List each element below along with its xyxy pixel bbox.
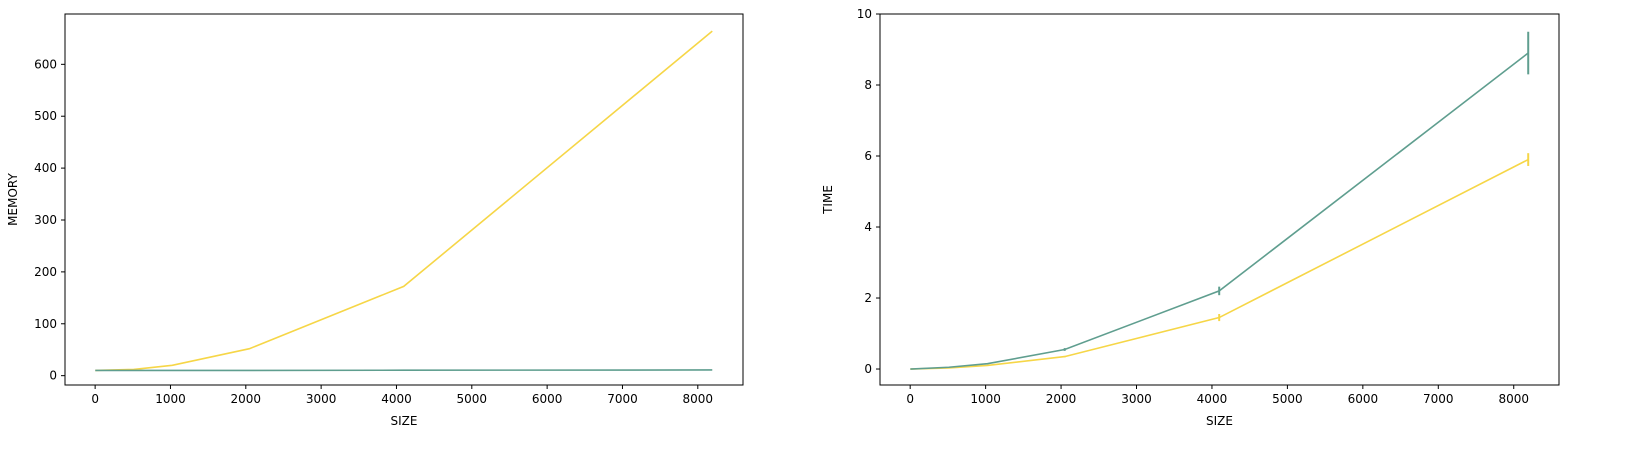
x-tick-label: 8000 — [683, 392, 714, 406]
chart-1: 0 1000 2000 3000 4000 5000 6000 7000 8000 0 100 200… — [6, 13, 744, 428]
x-tick-label: 2000 — [1046, 392, 1077, 406]
y-tick-label: 200 — [34, 265, 57, 279]
y-axis-label: TIME — [821, 185, 835, 215]
y-tick-label: 500 — [34, 109, 57, 123]
y-tick-label: 600 — [34, 57, 57, 71]
x-tick-label: 1000 — [970, 392, 1001, 406]
x-tick-label: 8000 — [1498, 392, 1529, 406]
x-tick-label: 5000 — [1272, 392, 1303, 406]
plot-frame — [64, 13, 744, 386]
y-tick-label: 4 — [864, 220, 872, 234]
y-tick-label: 10 — [857, 7, 872, 21]
x-axis-label: SIZE — [391, 414, 418, 428]
x-tick-label: 5000 — [457, 392, 488, 406]
x-tick-label: 4000 — [1197, 392, 1228, 406]
series-line-2 — [910, 52, 1529, 370]
x-tick-label: 4000 — [381, 392, 412, 406]
y-tick-label: 8 — [864, 78, 872, 92]
x-tick-label: 0 — [91, 392, 99, 406]
x-tick-label: 3000 — [1121, 392, 1152, 406]
x-tick-label: 7000 — [1423, 392, 1454, 406]
y-tick-label: 0 — [864, 362, 872, 376]
x-tick-label: 2000 — [231, 392, 262, 406]
y-tick-label: 2 — [864, 291, 872, 305]
x-axis-label: SIZE — [1206, 414, 1233, 428]
series-line-1 — [95, 30, 713, 372]
y-axis-label: MEMORY — [6, 173, 20, 226]
chart-2: 0 1000 2000 3000 4000 5000 6000 7000 8000 0 2 4 6 8 10… — [821, 7, 1560, 428]
x-tick-label: 1000 — [155, 392, 186, 406]
y-tick-label: 0 — [49, 369, 57, 383]
y-tick-label: 300 — [34, 213, 57, 227]
x-tick-label: 0 — [906, 392, 914, 406]
plot-frame — [879, 13, 1560, 386]
x-tick-label: 7000 — [607, 392, 638, 406]
x-tick-label: 3000 — [306, 392, 337, 406]
series-line-2 — [95, 369, 713, 372]
y-tick-label: 100 — [34, 317, 57, 331]
x-tick-label: 6000 — [532, 392, 563, 406]
y-tick-label: 400 — [34, 161, 57, 175]
y-tick-label: 6 — [864, 149, 872, 163]
x-tick-label: 6000 — [1348, 392, 1379, 406]
series-line-1 — [910, 158, 1529, 370]
